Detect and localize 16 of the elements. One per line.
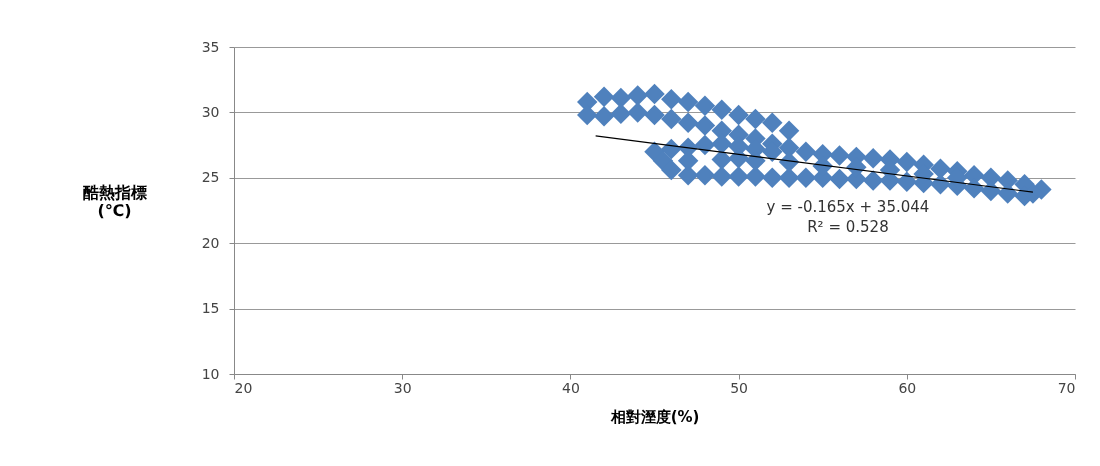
annotation: R² = 0.528: [807, 218, 889, 237]
y-tick-label: 35: [201, 38, 220, 55]
y-tick-label: 10: [201, 365, 220, 382]
x-tick-label: 40: [561, 379, 580, 396]
x-tick-label: 70: [1057, 379, 1076, 396]
y-tick-label: 30: [201, 103, 220, 120]
x-tick-label: 30: [393, 379, 412, 396]
y-tick-label: 25: [201, 169, 220, 186]
x-tick-label: 20: [234, 379, 253, 396]
y-axis-title: 酷熱指標 (℃): [82, 183, 147, 220]
x-tick-label: 50: [730, 379, 749, 396]
y-tick-label: 20: [201, 234, 220, 251]
x-tick-label: 60: [898, 379, 917, 396]
x-axis-title: 相對溼度(%): [609, 407, 700, 426]
annotation: y = -0.165x + 35.044: [766, 198, 930, 217]
y-tick-label: 15: [201, 300, 220, 317]
